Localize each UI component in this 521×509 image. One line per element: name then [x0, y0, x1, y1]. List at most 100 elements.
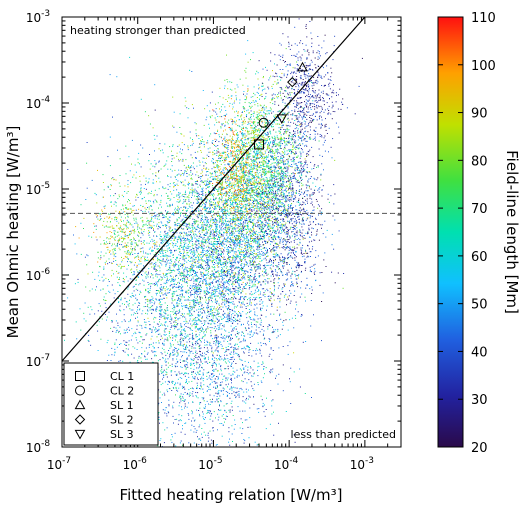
- scatter-point: [226, 301, 228, 302]
- scatter-point: [159, 295, 161, 297]
- scatter-point: [160, 276, 162, 278]
- scatter-point: [232, 328, 233, 330]
- scatter-point: [249, 396, 251, 398]
- scatter-point: [191, 364, 193, 366]
- scatter-point: [227, 281, 229, 283]
- scatter-point: [202, 281, 204, 283]
- scatter-point: [147, 182, 149, 184]
- scatter-point: [174, 265, 176, 267]
- scatter-point: [282, 190, 284, 192]
- scatter-point: [170, 439, 172, 441]
- scatter-point: [202, 228, 204, 230]
- scatter-point: [176, 131, 178, 133]
- scatter-point: [195, 280, 197, 281]
- scatter-point: [172, 359, 174, 361]
- scatter-point: [179, 199, 181, 201]
- scatter-point: [155, 175, 157, 177]
- scatter-point: [202, 238, 204, 240]
- scatter-point: [173, 321, 175, 323]
- scatter-point: [160, 384, 162, 386]
- scatter-point: [216, 121, 218, 123]
- scatter-point: [197, 253, 199, 255]
- scatter-point: [183, 228, 185, 230]
- scatter-point: [138, 357, 140, 359]
- scatter-point: [176, 302, 178, 303]
- scatter-point: [188, 166, 189, 168]
- scatter-point: [249, 182, 251, 184]
- scatter-point: [88, 340, 90, 342]
- scatter-point: [202, 282, 204, 284]
- scatter-point: [244, 70, 246, 72]
- scatter-point: [220, 253, 222, 254]
- scatter-point: [265, 428, 267, 430]
- scatter-point: [197, 223, 199, 225]
- scatter-point: [182, 285, 184, 287]
- scatter-point: [184, 276, 186, 278]
- scatter-point: [73, 234, 74, 236]
- scatter-point: [220, 368, 222, 370]
- scatter-point: [261, 274, 263, 276]
- scatter-point: [218, 155, 219, 157]
- scatter-point: [182, 237, 184, 239]
- scatter-point: [236, 244, 238, 246]
- scatter-point: [205, 296, 206, 298]
- scatter-point: [166, 234, 168, 236]
- scatter-point: [185, 238, 187, 239]
- scatter-point: [197, 260, 199, 262]
- scatter-point: [193, 294, 195, 296]
- scatter-point: [162, 224, 164, 226]
- scatter-point: [281, 230, 283, 232]
- scatter-point: [233, 227, 235, 229]
- scatter-point: [213, 213, 215, 215]
- scatter-point: [241, 278, 243, 280]
- scatter-point: [173, 189, 175, 191]
- scatter-point: [238, 283, 240, 285]
- scatter-point: [196, 324, 198, 326]
- scatter-point: [199, 289, 201, 290]
- scatter-point: [213, 231, 215, 233]
- scatter-point: [180, 244, 182, 246]
- scatter-point: [247, 138, 249, 140]
- scatter-point: [166, 279, 168, 281]
- scatter-point: [164, 309, 165, 311]
- scatter-point: [182, 296, 184, 298]
- scatter-point: [120, 333, 121, 335]
- scatter-point: [214, 286, 216, 288]
- scatter-point: [173, 266, 175, 268]
- scatter-point: [177, 219, 179, 221]
- scatter-point: [219, 243, 221, 245]
- scatter-point: [99, 305, 101, 307]
- scatter-point: [162, 225, 164, 227]
- scatter-point: [132, 248, 134, 250]
- scatter-point: [238, 396, 240, 398]
- scatter-point: [234, 257, 236, 259]
- scatter-point: [190, 171, 192, 173]
- scatter-point: [217, 321, 218, 323]
- scatter-point: [203, 245, 205, 247]
- scatter-point: [180, 315, 182, 316]
- scatter-point: [222, 262, 224, 264]
- scatter-point: [206, 238, 208, 240]
- scatter-point: [272, 350, 274, 351]
- scatter-point: [230, 292, 232, 294]
- scatter-point: [226, 237, 228, 239]
- scatter-point: [217, 263, 219, 265]
- scatter-point: [114, 201, 116, 203]
- scatter-point: [135, 219, 137, 221]
- scatter-point: [207, 322, 209, 324]
- scatter-point: [124, 343, 125, 345]
- scatter-point: [163, 340, 165, 342]
- scatter-point: [202, 327, 203, 329]
- scatter-point: [219, 258, 221, 260]
- scatter-point: [237, 333, 239, 335]
- scatter-point: [211, 295, 213, 297]
- scatter-point: [259, 206, 261, 208]
- scatter-point: [204, 334, 206, 336]
- scatter-point: [230, 316, 232, 318]
- scatter-point: [208, 226, 210, 228]
- scatter-point: [181, 313, 183, 314]
- scatter-point: [222, 378, 224, 380]
- scatter-point: [116, 245, 118, 247]
- scatter-point: [99, 279, 101, 281]
- scatter-point: [180, 337, 182, 339]
